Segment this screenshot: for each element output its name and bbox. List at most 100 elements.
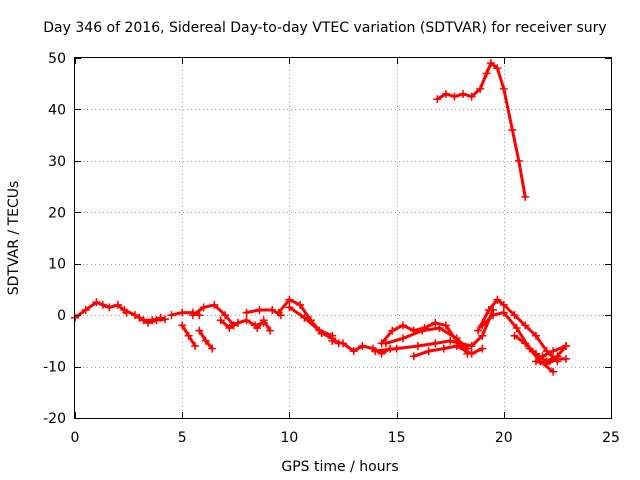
data-point-marker bbox=[482, 69, 491, 78]
data-point-marker bbox=[242, 316, 251, 325]
data-point-marker bbox=[268, 306, 277, 314]
data-point-marker bbox=[478, 331, 487, 340]
data-point-marker bbox=[300, 313, 309, 322]
data-point-marker bbox=[255, 306, 264, 314]
data-point-marker bbox=[474, 326, 483, 335]
data-point-marker bbox=[435, 324, 444, 332]
data-point-marker bbox=[414, 342, 423, 350]
data-point-marker bbox=[538, 352, 547, 361]
series-arc-22 bbox=[531, 354, 570, 368]
y-tick-label: -10 bbox=[43, 360, 66, 376]
data-point-marker bbox=[542, 360, 551, 368]
data-point-marker bbox=[143, 318, 152, 327]
series-line bbox=[287, 305, 334, 338]
data-point-marker bbox=[467, 92, 476, 101]
data-point-marker bbox=[199, 303, 208, 312]
data-point-marker bbox=[328, 336, 337, 345]
data-point-marker bbox=[510, 331, 519, 340]
x-tick-label: 10 bbox=[280, 430, 298, 446]
data-point-marker bbox=[131, 311, 140, 320]
data-point-marker bbox=[92, 298, 101, 307]
data-point-marker bbox=[225, 324, 234, 332]
data-point-marker bbox=[549, 367, 558, 376]
data-point-marker bbox=[201, 336, 210, 345]
data-point-marker bbox=[467, 349, 476, 358]
y-tick-labels: -20 -10 0 10 20 30 40 50 bbox=[43, 51, 66, 427]
data-point-marker bbox=[135, 313, 144, 322]
data-point-marker bbox=[285, 295, 294, 304]
x-tick-label: 25 bbox=[602, 430, 620, 446]
plot-frame bbox=[74, 57, 612, 419]
data-point-marker bbox=[98, 300, 107, 309]
x-tick-label: 15 bbox=[388, 430, 406, 446]
grid bbox=[75, 58, 611, 418]
data-point-marker bbox=[531, 331, 540, 340]
y-tick-label: 0 bbox=[57, 308, 66, 324]
data-point-marker bbox=[441, 321, 450, 330]
data-point-marker bbox=[409, 352, 418, 361]
data-point-marker bbox=[221, 311, 230, 320]
x-tick-label: 20 bbox=[495, 430, 513, 446]
data-point-marker bbox=[195, 326, 204, 335]
data-point-marker bbox=[184, 331, 193, 340]
series-arc-15 bbox=[381, 324, 472, 353]
data-point-marker bbox=[152, 316, 161, 325]
data-point-marker bbox=[216, 316, 225, 325]
y-tick-label: 30 bbox=[48, 154, 66, 170]
data-point-marker bbox=[259, 316, 268, 325]
data-point-marker bbox=[549, 347, 558, 356]
data-point-marker bbox=[418, 326, 427, 335]
series-arc-17 bbox=[409, 342, 487, 361]
series-line bbox=[137, 316, 167, 325]
data-point-marker bbox=[476, 84, 485, 93]
series-line bbox=[384, 326, 469, 351]
chart-title: Day 346 of 2016, Sidereal Day-to-day VTE… bbox=[43, 20, 606, 36]
data-point-marker bbox=[167, 311, 176, 320]
series-arc-14 bbox=[377, 318, 472, 358]
data-point-marker bbox=[399, 321, 408, 330]
data-point-marker bbox=[399, 334, 408, 343]
data-point-marker bbox=[113, 300, 122, 309]
data-point-marker bbox=[493, 295, 502, 304]
data-point-marker bbox=[392, 344, 401, 353]
series-arc-18 bbox=[474, 295, 562, 366]
data-point-marker bbox=[512, 324, 521, 332]
x-tick-labels: 0 5 10 15 20 25 bbox=[71, 430, 620, 446]
data-point-marker bbox=[561, 354, 570, 363]
y-tick-label: 20 bbox=[48, 205, 66, 221]
data-series bbox=[71, 59, 570, 376]
data-point-marker bbox=[178, 321, 187, 330]
data-point-marker bbox=[439, 344, 448, 353]
data-point-marker bbox=[233, 318, 242, 327]
data-point-marker bbox=[188, 311, 197, 320]
data-point-marker bbox=[441, 90, 450, 98]
data-point-marker bbox=[191, 342, 200, 350]
data-point-marker bbox=[510, 311, 519, 320]
data-point-marker bbox=[531, 357, 540, 366]
series-arc-3 bbox=[135, 313, 170, 327]
x-axis-label: GPS time / hours bbox=[281, 459, 398, 475]
series-arc-16 bbox=[371, 306, 498, 356]
data-point-marker bbox=[499, 308, 508, 317]
data-point-marker bbox=[208, 344, 217, 353]
y-tick-label: 50 bbox=[48, 51, 66, 67]
series-arc-1 bbox=[71, 298, 131, 322]
data-point-marker bbox=[531, 349, 540, 358]
series-arc-5 bbox=[178, 321, 200, 350]
data-point-marker bbox=[561, 342, 570, 350]
x-tick-label: 5 bbox=[178, 430, 187, 446]
y-tick-label: 10 bbox=[48, 257, 66, 273]
data-point-marker bbox=[285, 303, 294, 312]
data-point-marker bbox=[521, 339, 530, 348]
data-point-marker bbox=[431, 318, 440, 327]
data-point-marker bbox=[486, 59, 495, 68]
data-point-marker bbox=[315, 326, 324, 335]
data-point-marker bbox=[242, 308, 251, 317]
data-point-marker bbox=[452, 342, 461, 350]
data-point-marker bbox=[446, 336, 455, 345]
data-point-marker bbox=[431, 339, 440, 348]
series-arc-7 bbox=[188, 300, 238, 330]
series-line bbox=[534, 357, 568, 366]
data-point-marker bbox=[478, 321, 487, 330]
